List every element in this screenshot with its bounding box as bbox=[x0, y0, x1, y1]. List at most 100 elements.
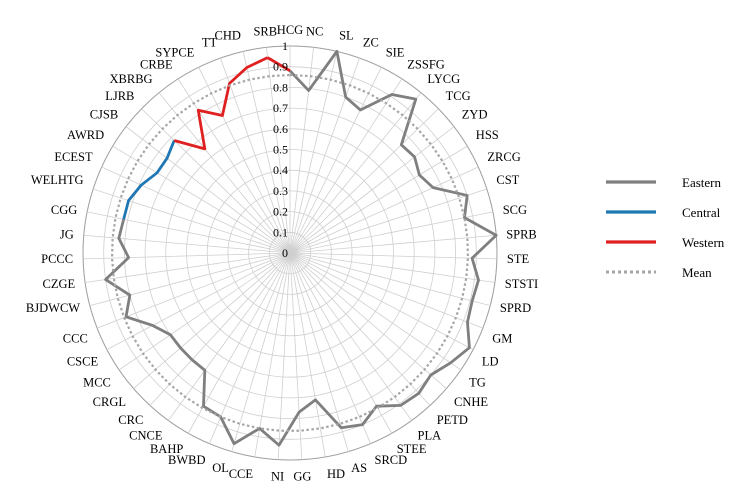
category-label: ZYD bbox=[462, 108, 488, 122]
category-label: BJDWCW bbox=[26, 301, 80, 315]
grid-spoke bbox=[158, 92, 291, 254]
category-label: CZGE bbox=[43, 277, 76, 291]
grid-spoke bbox=[177, 78, 291, 254]
category-label: LJRB bbox=[105, 89, 134, 103]
category-label: HSS bbox=[476, 128, 499, 142]
grid-spoke bbox=[289, 211, 493, 254]
category-label: SIE bbox=[386, 45, 405, 59]
category-label: GM bbox=[492, 332, 512, 346]
grid-spoke bbox=[289, 252, 412, 421]
tick-label: 0.6 bbox=[273, 122, 288, 136]
grid-spoke bbox=[289, 126, 455, 254]
category-label: STSTI bbox=[505, 277, 538, 291]
category-label: SRCD bbox=[375, 453, 408, 467]
category-label: CRBE bbox=[140, 57, 173, 71]
category-label: ZSSFG bbox=[407, 57, 445, 71]
category-label: CNCE bbox=[129, 429, 163, 443]
grid-spoke bbox=[141, 108, 291, 254]
grid-spoke bbox=[242, 51, 291, 254]
grid-spoke bbox=[289, 252, 462, 371]
tick-label: 0.5 bbox=[273, 143, 288, 157]
category-label: TCG bbox=[446, 89, 471, 103]
tick-label: 0.2 bbox=[273, 205, 288, 219]
grid-spoke bbox=[289, 188, 487, 254]
category-label: LYCG bbox=[427, 72, 460, 86]
series-line-eastern bbox=[104, 49, 498, 447]
grid-spoke bbox=[168, 252, 291, 421]
grid-spoke bbox=[118, 252, 291, 371]
category-label: BWBD bbox=[168, 453, 206, 467]
grid-spoke bbox=[93, 188, 291, 254]
category-label: CSCE bbox=[67, 354, 99, 368]
grid-spoke bbox=[289, 252, 326, 458]
category-label: SPRD bbox=[500, 301, 531, 315]
category-label: CCC bbox=[63, 332, 88, 346]
grid-spoke bbox=[289, 47, 314, 254]
category-label: AS bbox=[351, 461, 367, 475]
grid-spoke bbox=[289, 145, 468, 254]
grid-spoke bbox=[89, 252, 291, 307]
grid-spoke bbox=[106, 252, 291, 350]
category-label: WELHTG bbox=[31, 173, 84, 187]
category-label: STEE bbox=[397, 442, 427, 456]
grid-spoke bbox=[289, 252, 371, 444]
category-label: STE bbox=[507, 252, 530, 266]
category-label: OL bbox=[212, 461, 229, 475]
grid-spoke bbox=[198, 67, 291, 254]
category-label: XBRBG bbox=[110, 72, 153, 86]
grid-spoke bbox=[289, 252, 349, 452]
tick-label: 1 bbox=[282, 39, 288, 53]
grid-spoke bbox=[112, 145, 291, 254]
grid-spoke bbox=[289, 252, 497, 260]
grid-spoke bbox=[289, 51, 338, 254]
category-label: ZC bbox=[363, 36, 379, 50]
category-label: CCE bbox=[229, 467, 254, 481]
grid-spoke bbox=[289, 252, 484, 329]
category-label: HCG bbox=[277, 23, 303, 37]
category-label: CNHE bbox=[454, 395, 488, 409]
grid-spoke bbox=[254, 252, 291, 458]
category-label: GG bbox=[293, 470, 311, 484]
category-label: SPRB bbox=[506, 227, 537, 241]
grid-spoke bbox=[87, 211, 291, 254]
tick-label: 0.8 bbox=[273, 80, 288, 94]
category-label: ECEST bbox=[54, 150, 93, 164]
grid-spoke bbox=[289, 252, 491, 307]
grid-spoke bbox=[289, 252, 393, 434]
series-line-central bbox=[122, 139, 176, 220]
grid-spoke bbox=[101, 166, 291, 254]
category-label: PLA bbox=[418, 429, 442, 443]
category-label: BAHP bbox=[150, 442, 183, 456]
grid-spoke bbox=[289, 252, 303, 460]
radar-grid bbox=[82, 45, 498, 461]
category-label: TT bbox=[202, 36, 218, 50]
grid-spoke bbox=[289, 108, 439, 254]
category-label: MCC bbox=[83, 376, 111, 390]
category-label: ZRCG bbox=[487, 150, 520, 164]
category-label: SCG bbox=[503, 203, 527, 217]
category-label: SRB bbox=[253, 24, 277, 38]
grid-spoke bbox=[289, 234, 497, 254]
tick-label: 0.3 bbox=[273, 184, 288, 198]
legend-label-central: Central bbox=[682, 205, 721, 220]
category-label: CJSB bbox=[90, 108, 119, 122]
grid-spoke bbox=[289, 57, 360, 254]
grid-spoke bbox=[96, 252, 291, 329]
grid-spoke bbox=[187, 252, 291, 434]
grid-spoke bbox=[125, 126, 291, 254]
category-label: CST bbox=[496, 173, 519, 187]
grid-spoke bbox=[266, 47, 291, 254]
grid-spoke bbox=[209, 252, 291, 444]
grid-spoke bbox=[289, 67, 382, 254]
category-label: CHD bbox=[214, 29, 240, 43]
legend-label-mean: Mean bbox=[682, 265, 712, 280]
grid-spoke bbox=[289, 252, 447, 389]
tick-label: 0.4 bbox=[273, 163, 288, 177]
category-label: LD bbox=[482, 354, 499, 368]
category-label: TG bbox=[469, 376, 486, 390]
grid-spoke bbox=[289, 78, 403, 254]
category-label: CRGL bbox=[93, 395, 126, 409]
